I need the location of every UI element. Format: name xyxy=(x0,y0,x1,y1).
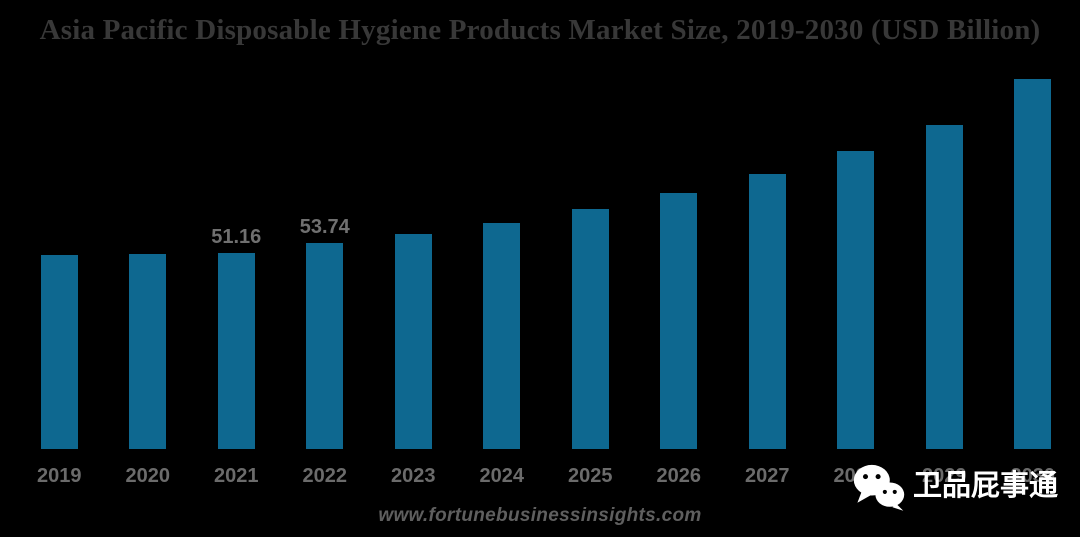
bar-column-2019: 2019 xyxy=(15,59,104,487)
bar-column-2020: 2020 xyxy=(104,59,193,487)
bar-column-2021: 51.16 2021 xyxy=(192,59,281,487)
bar-column-2030: 2030 xyxy=(989,59,1078,487)
bar-value-label-2021: 51.16 xyxy=(211,226,262,248)
bar-2023 xyxy=(394,234,432,449)
x-axis-label-2030: 2030 xyxy=(1010,465,1056,487)
bar-column-2023: 2023 xyxy=(369,59,458,487)
bar-2019 xyxy=(40,255,78,449)
bar-column-2026: 2026 xyxy=(635,59,724,487)
bar-column-2027: 2027 xyxy=(723,59,812,487)
watermark-text: 卫品屁事通 xyxy=(913,470,1059,502)
bar-2020 xyxy=(129,254,167,449)
x-axis-label-2024: 2024 xyxy=(479,465,525,487)
bar-value-label-2022: 53.74 xyxy=(299,216,350,238)
bar-column-2028: 2028 xyxy=(812,59,901,487)
source-url: www.fortunebusinessinsights.com xyxy=(378,505,702,526)
bar-2030 xyxy=(1014,79,1052,449)
watermark: 卫品屁事通 xyxy=(852,462,1058,511)
bar-2022 xyxy=(306,243,344,449)
bar-2025 xyxy=(571,209,609,449)
x-axis-label-2027: 2027 xyxy=(745,465,790,487)
chart-title: Asia Pacific Disposable Hygiene Products… xyxy=(39,14,1041,46)
bar-2021 xyxy=(217,253,255,449)
bar-chart-plot-area: 2019 2020 51.16 2021 53.74 2022 2023 2024 2025 20… xyxy=(15,59,1078,487)
x-axis-label-2025: 2025 xyxy=(568,465,613,487)
bar-2029 xyxy=(925,125,963,449)
x-axis-label-2029: 2029 xyxy=(922,465,967,487)
x-axis-label-2023: 2023 xyxy=(391,465,436,487)
x-axis-label-2022: 2022 xyxy=(302,465,348,487)
x-axis-label-2019: 2019 xyxy=(37,465,82,487)
bar-2028 xyxy=(837,151,875,449)
bar-2027 xyxy=(748,174,786,449)
bar-column-2025: 2025 xyxy=(546,59,635,487)
bar-column-2022: 53.74 2022 xyxy=(281,59,370,487)
bar-2026 xyxy=(660,193,698,449)
bar-2024 xyxy=(483,223,521,449)
x-axis-label-2020: 2020 xyxy=(125,465,171,487)
wechat-icon xyxy=(853,464,905,511)
bar-column-2024: 2024 xyxy=(458,59,547,487)
bar-column-2029: 2029 xyxy=(900,59,989,487)
x-axis-label-2021: 2021 xyxy=(214,465,259,487)
x-axis-label-2026: 2026 xyxy=(656,465,702,487)
